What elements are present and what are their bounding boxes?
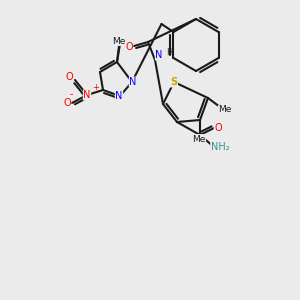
Text: Me: Me bbox=[218, 106, 232, 115]
Text: NH₂: NH₂ bbox=[211, 142, 229, 152]
Text: +: + bbox=[92, 83, 99, 92]
Text: N: N bbox=[155, 50, 163, 60]
Text: S: S bbox=[170, 77, 178, 87]
Text: H: H bbox=[166, 48, 172, 57]
Text: O: O bbox=[65, 72, 73, 82]
Text: Me: Me bbox=[192, 134, 206, 143]
Text: Me: Me bbox=[112, 37, 126, 46]
Text: N: N bbox=[115, 91, 123, 101]
Text: N: N bbox=[129, 77, 137, 87]
Text: O: O bbox=[63, 98, 71, 108]
Text: O: O bbox=[214, 123, 222, 133]
Text: -: - bbox=[70, 89, 74, 99]
Text: O: O bbox=[125, 42, 133, 52]
Text: N: N bbox=[83, 90, 91, 100]
